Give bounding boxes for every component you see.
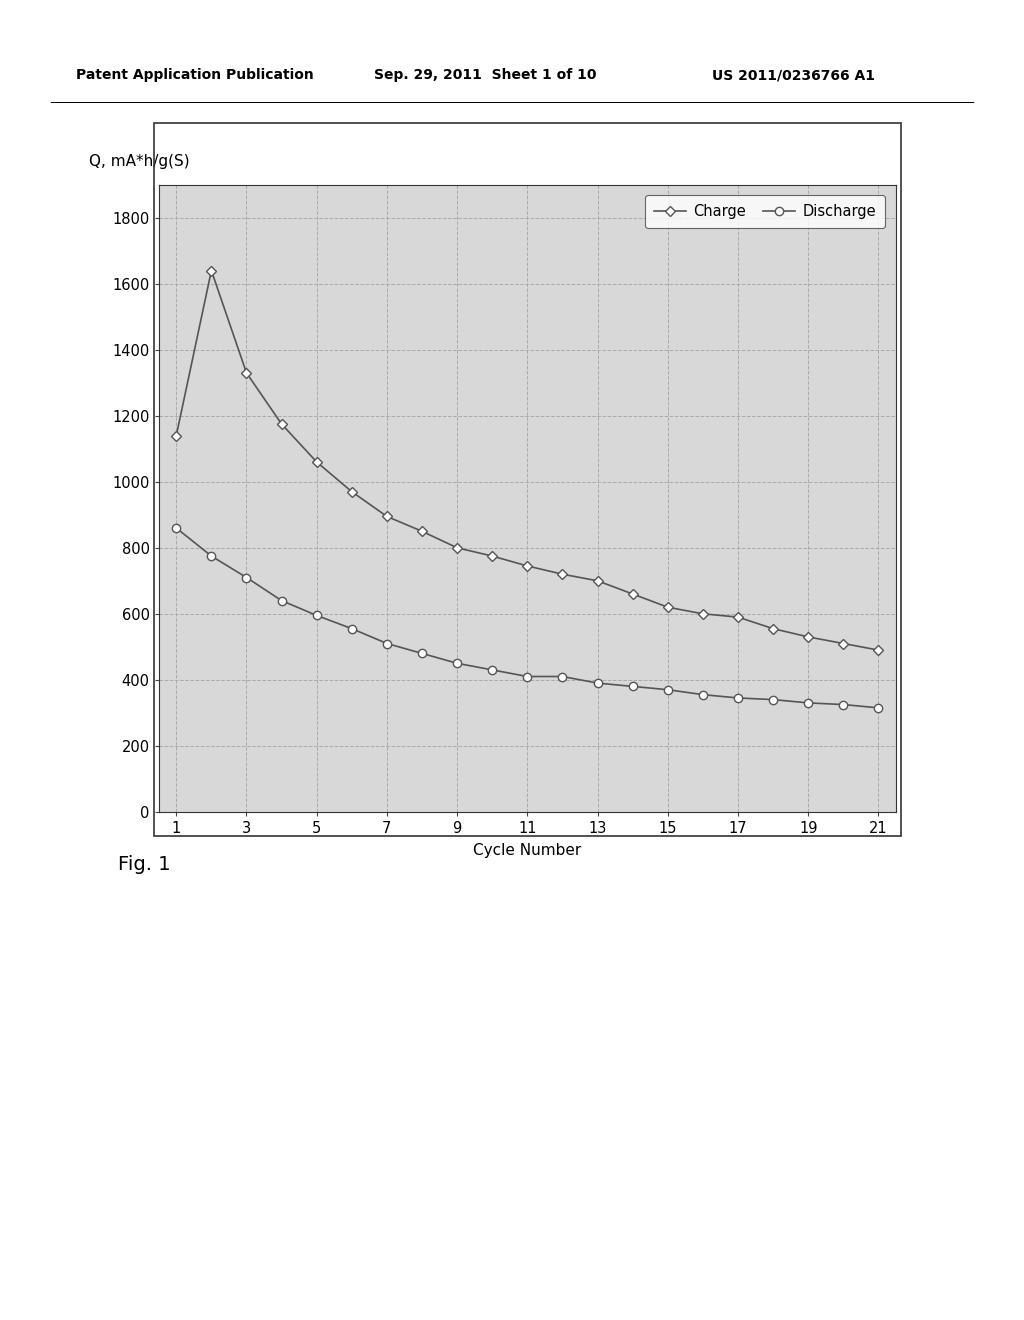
- Charge: [838, 636, 850, 652]
- Charge: [346, 484, 358, 500]
- Discharge: [486, 663, 499, 678]
- Charge: [696, 606, 709, 622]
- Charge: [662, 599, 674, 615]
- Charge: [451, 540, 463, 556]
- Charge: [170, 428, 182, 444]
- Discharge: [556, 668, 568, 684]
- Legend: Charge, Discharge: Charge, Discharge: [645, 195, 885, 228]
- Discharge: [416, 645, 428, 661]
- Charge: [205, 263, 217, 279]
- Discharge: [592, 676, 604, 692]
- Charge: [627, 586, 639, 602]
- X-axis label: Cycle Number: Cycle Number: [473, 842, 582, 858]
- Charge: [416, 523, 428, 539]
- Discharge: [627, 678, 639, 694]
- Charge: [381, 508, 393, 524]
- Discharge: [381, 636, 393, 652]
- Charge: [767, 620, 779, 636]
- Charge: [872, 643, 885, 659]
- Charge: [556, 566, 568, 582]
- Charge: [732, 610, 744, 626]
- Discharge: [451, 655, 463, 671]
- Charge: [241, 364, 253, 380]
- Discharge: [802, 694, 814, 710]
- Text: Fig. 1: Fig. 1: [118, 855, 170, 874]
- Text: Sep. 29, 2011  Sheet 1 of 10: Sep. 29, 2011 Sheet 1 of 10: [374, 69, 596, 82]
- Discharge: [872, 700, 885, 715]
- Discharge: [732, 690, 744, 706]
- Discharge: [170, 520, 182, 536]
- Discharge: [275, 593, 288, 609]
- Charge: [275, 416, 288, 432]
- Text: Patent Application Publication: Patent Application Publication: [76, 69, 313, 82]
- Discharge: [310, 607, 323, 623]
- Discharge: [767, 692, 779, 708]
- Line: Discharge: Discharge: [172, 524, 883, 711]
- Discharge: [662, 681, 674, 697]
- Charge: [486, 548, 499, 564]
- Line: Charge: Charge: [172, 267, 883, 653]
- Discharge: [521, 668, 534, 684]
- Text: Q, mA*h/g(S): Q, mA*h/g(S): [89, 154, 189, 169]
- Charge: [310, 454, 323, 470]
- Discharge: [205, 548, 217, 564]
- Charge: [592, 573, 604, 589]
- Charge: [521, 558, 534, 574]
- Text: US 2011/0236766 A1: US 2011/0236766 A1: [712, 69, 874, 82]
- Discharge: [241, 570, 253, 586]
- Discharge: [346, 620, 358, 636]
- Discharge: [838, 697, 850, 713]
- Charge: [802, 628, 814, 644]
- Discharge: [696, 686, 709, 702]
